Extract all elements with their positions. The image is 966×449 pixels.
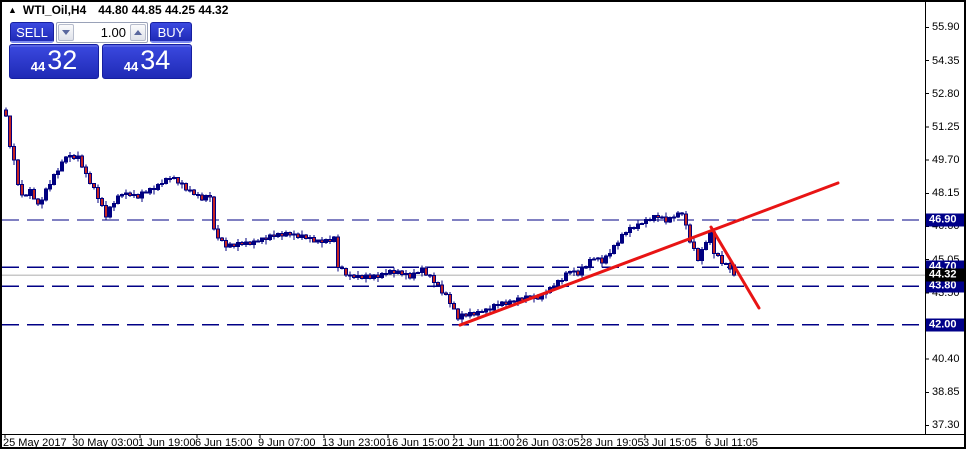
trade-panel-price-row: 44 32 44 34: [9, 44, 192, 79]
buy-price-main: 34: [140, 45, 171, 75]
buy-button[interactable]: BUY: [150, 22, 192, 43]
chevron-down-icon: [62, 30, 70, 35]
price-tick-label: 51.25: [932, 120, 960, 133]
time-axis-label: 30 May 03:00: [72, 437, 139, 449]
sell-price-prefix: 44: [30, 59, 46, 74]
sell-price-panel[interactable]: 44 32: [9, 44, 99, 79]
time-axis-label: 28 Jun 19:05: [580, 437, 644, 449]
time-axis[interactable]: 25 May 2017 30 May 03:00 1 Jun 19:00 6 Jun …: [0, 437, 966, 449]
time-axis-label: 26 Jun 03:05: [516, 437, 580, 449]
price-level-badge: 43.80: [926, 279, 965, 293]
price-level-badge: 42.00: [926, 318, 965, 332]
sell-price-main: 32: [47, 45, 78, 75]
buy-price-panel[interactable]: 44 34: [102, 44, 192, 79]
price-axis[interactable]: 55.9054.3552.8051.2549.7048.1546.6045.05…: [925, 0, 966, 434]
time-axis-label: 25 May 2017: [3, 437, 67, 449]
time-axis-label: 13 Jun 23:00: [322, 437, 386, 449]
volume-input[interactable]: 1.00: [100, 25, 126, 40]
price-tick-label: 48.15: [932, 187, 960, 200]
chevron-up-icon: [134, 30, 142, 35]
price-tick-label: 49.70: [932, 154, 960, 167]
symbol-timeframe-label: WTI_Oil,H4: [22, 3, 87, 17]
symbol-marker-icon: ▲: [8, 4, 17, 15]
price-tick-label: 37.30: [932, 419, 960, 432]
price-tick-label: 55.90: [932, 21, 960, 34]
price-tick-label: 38.85: [932, 386, 960, 399]
price-level-badge: 46.90: [926, 213, 965, 227]
time-axis-label: 6 Jun 15:00: [195, 437, 253, 449]
current-price-badge: 44.32: [926, 268, 965, 282]
time-axis-label: 21 Jun 11:00: [452, 437, 515, 449]
buy-price-prefix: 44: [123, 59, 139, 74]
ohlc-quote-label: 44.80 44.85 44.25 44.32: [98, 3, 229, 17]
price-tick-label: 54.35: [932, 54, 960, 67]
price-tick-label: 40.40: [932, 353, 960, 366]
volume-increase-button[interactable]: [130, 24, 146, 41]
sell-button[interactable]: SELL: [10, 22, 54, 43]
time-axis-label: 1 Jun 19:00: [138, 437, 196, 449]
time-axis-label: 9 Jun 07:00: [258, 437, 316, 449]
volume-decrease-button[interactable]: [58, 24, 74, 41]
chart-title: ▲ WTI_Oil,H4 44.80 44.85 44.25 44.32: [8, 3, 228, 17]
time-axis-label: 16 Jun 15:00: [386, 437, 450, 449]
time-axis-label: 3 Jul 15:05: [643, 437, 697, 449]
trade-panel-top-row: SELL 1.00 BUY: [9, 22, 192, 43]
time-axis-label: 6 Jul 11:05: [705, 437, 759, 449]
volume-stepper: 1.00: [56, 22, 148, 43]
price-tick-label: 52.80: [932, 87, 960, 100]
